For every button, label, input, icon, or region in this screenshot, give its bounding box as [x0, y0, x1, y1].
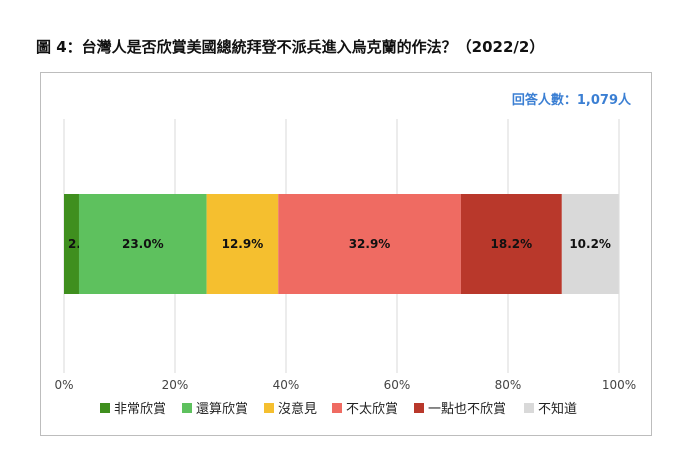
x-tick-label: 80% — [495, 378, 522, 392]
legend-swatch — [332, 403, 342, 413]
legend-label: 還算欣賞 — [196, 402, 248, 417]
bar-segment — [64, 194, 79, 294]
legend-swatch — [100, 403, 110, 413]
x-tick-label: 60% — [384, 378, 411, 392]
respondent-count: 回答人數：1,079人 — [511, 93, 631, 108]
stacked-bar-chart: 0%20%40%60%80%100%2.7%23.0%12.9%32.9%18.… — [54, 119, 636, 417]
data-label: 12.9% — [222, 237, 264, 251]
legend-label: 沒意見 — [278, 401, 317, 417]
x-tick-label: 0% — [54, 378, 73, 392]
data-label: 18.2% — [491, 237, 533, 251]
bar-segment — [78, 194, 207, 294]
legend-swatch — [524, 403, 534, 413]
legend-swatch — [182, 403, 192, 413]
chart-title: 圖 4：台灣人是否欣賞美國總統拜登不派兵進入烏克蘭的作法？（2022/2） — [36, 38, 545, 56]
legend-swatch — [414, 403, 424, 413]
data-label: 10.2% — [569, 237, 611, 251]
legend-label: 不知道 — [538, 401, 577, 417]
bar-segment — [460, 194, 562, 294]
x-tick-label: 100% — [602, 378, 636, 392]
legend-label: 一點也不欣賞 — [428, 402, 506, 417]
legend-swatch — [264, 403, 274, 413]
data-label: 32.9% — [349, 237, 391, 251]
x-tick-label: 40% — [273, 378, 300, 392]
bar-segment — [561, 194, 619, 294]
legend-label: 非常欣賞 — [114, 402, 166, 417]
legend-label: 不太欣賞 — [346, 402, 398, 417]
bar-segment — [206, 194, 279, 294]
chart-panel: 回答人數：1,079人 0%20%40%60%80%100%2.7%23.0%1… — [40, 72, 652, 436]
data-label: 23.0% — [122, 237, 164, 251]
x-tick-label: 20% — [162, 378, 189, 392]
bar-segment — [278, 194, 461, 294]
